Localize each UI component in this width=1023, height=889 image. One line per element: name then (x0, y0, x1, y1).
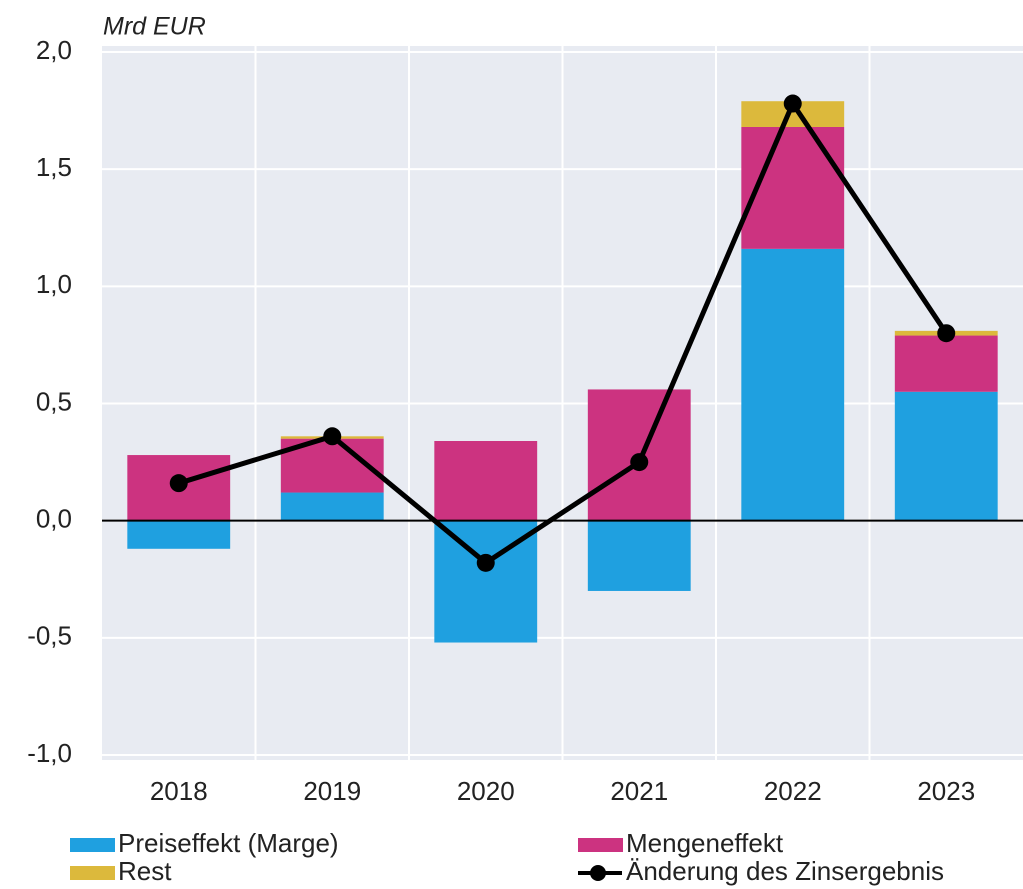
x-tick-label: 2022 (764, 776, 822, 806)
legend-label: Änderung des Zinsergebnis (626, 856, 944, 886)
x-tick-label: 2023 (917, 776, 975, 806)
y-tick-label: 1,0 (36, 269, 72, 299)
line-marker (476, 553, 495, 572)
line (178, 98, 949, 566)
line-marker (937, 324, 956, 343)
x-tick-label: 2019 (303, 776, 361, 806)
legend-swatch (70, 866, 115, 880)
unit-label: Mrd EUR (103, 13, 206, 41)
bar (894, 391, 998, 521)
legend-marker (590, 865, 606, 881)
bar (280, 492, 384, 521)
y-tick-label: 1,5 (36, 152, 72, 182)
line-marker (783, 94, 802, 113)
legend-label: Rest (118, 856, 172, 886)
legend-label: Preiseffekt (Marge) (118, 828, 339, 858)
y-tick-label: -1,0 (27, 738, 72, 768)
y-tick-label: 0,5 (36, 386, 72, 416)
line-marker (323, 427, 342, 446)
bar (741, 248, 845, 521)
legend-swatch (578, 838, 623, 852)
line-marker (630, 453, 649, 472)
x-tick-label: 2018 (150, 776, 208, 806)
y-tick-label: 0,0 (36, 504, 72, 534)
bar (434, 440, 538, 521)
line-marker (169, 474, 188, 493)
bar (894, 335, 998, 392)
x-tick-label: 2021 (610, 776, 668, 806)
bar (587, 520, 691, 591)
y-tick-label: 2,0 (36, 35, 72, 65)
x-tick-label: 2020 (457, 776, 515, 806)
legend-swatch (70, 838, 115, 852)
bar (127, 520, 231, 549)
legend-label: Mengeneffekt (626, 828, 784, 858)
y-tick-label: -0,5 (27, 621, 72, 651)
